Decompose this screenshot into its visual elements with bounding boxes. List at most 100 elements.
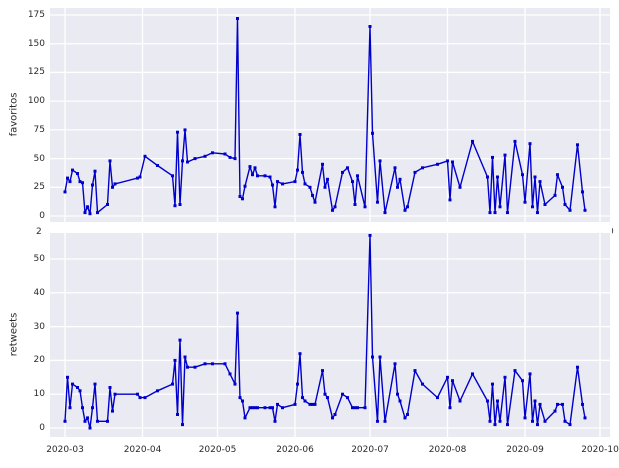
data-point-marker: [404, 416, 407, 419]
data-point-marker: [86, 205, 89, 208]
data-point-marker: [396, 393, 399, 396]
data-point-marker: [251, 173, 254, 176]
data-point-marker: [271, 406, 274, 409]
data-point-marker: [561, 403, 564, 406]
data-point-marker: [491, 383, 494, 386]
data-point-marker: [76, 172, 79, 175]
data-point-marker: [244, 185, 247, 188]
figure: favoritos retweets 0255075100125150175 0…: [0, 0, 619, 468]
data-point-marker: [86, 416, 89, 419]
data-point-marker: [471, 372, 474, 375]
data-point-marker: [176, 413, 179, 416]
data-point-marker: [494, 423, 497, 426]
data-point-marker: [184, 128, 187, 131]
data-point-marker: [64, 190, 67, 193]
data-point-marker: [311, 194, 314, 197]
data-point-marker: [276, 403, 279, 406]
data-point-marker: [514, 369, 517, 372]
data-point-marker: [194, 157, 197, 160]
data-point-marker: [264, 406, 267, 409]
data-point-marker: [304, 182, 307, 185]
data-point-marker: [299, 133, 302, 136]
x-tick-label: 2020-09: [497, 444, 553, 456]
data-point-marker: [111, 186, 114, 189]
x-tick-label: 2020-07: [342, 444, 398, 456]
data-point-marker: [299, 352, 302, 355]
data-point-marker: [399, 400, 402, 403]
data-point-marker: [109, 386, 112, 389]
data-point-marker: [84, 211, 87, 214]
data-point-marker: [341, 393, 344, 396]
data-point-marker: [529, 372, 532, 375]
x-tick-label: 2020-05: [190, 444, 246, 456]
data-point-marker: [351, 180, 354, 183]
data-point-marker: [406, 413, 409, 416]
data-point-marker: [506, 211, 509, 214]
data-point-marker: [394, 362, 397, 365]
data-point-marker: [281, 406, 284, 409]
data-point-marker: [584, 209, 587, 212]
data-point-marker: [139, 396, 142, 399]
data-point-marker: [249, 165, 252, 168]
data-point-marker: [354, 203, 357, 206]
data-point-marker: [94, 170, 97, 173]
data-point-marker: [491, 156, 494, 159]
data-point-marker: [211, 151, 214, 154]
data-point-marker: [356, 174, 359, 177]
data-point-marker: [276, 180, 279, 183]
data-point-marker: [256, 406, 259, 409]
data-point-marker: [326, 178, 329, 181]
data-point-marker: [71, 383, 74, 386]
data-point-marker: [271, 184, 274, 187]
data-point-marker: [274, 205, 277, 208]
data-point-marker: [544, 203, 547, 206]
data-point-marker: [156, 389, 159, 392]
data-point-marker: [186, 161, 189, 164]
data-point-marker: [406, 205, 409, 208]
data-point-marker: [236, 17, 239, 20]
data-point-marker: [204, 362, 207, 365]
data-point-marker: [334, 205, 337, 208]
data-point-marker: [346, 396, 349, 399]
data-point-marker: [304, 400, 307, 403]
clipped-tick-fragment-right: 0: [612, 227, 617, 239]
data-point-marker: [564, 203, 567, 206]
data-point-marker: [254, 166, 257, 169]
data-point-marker: [514, 140, 517, 143]
data-point-marker: [229, 156, 232, 159]
data-point-marker: [554, 194, 557, 197]
data-point-marker: [324, 186, 327, 189]
data-point-marker: [421, 166, 424, 169]
data-point-marker: [234, 383, 237, 386]
data-point-marker: [489, 211, 492, 214]
data-point-marker: [114, 393, 117, 396]
data-point-marker: [524, 201, 527, 204]
data-point-marker: [174, 204, 177, 207]
data-point-marker: [504, 376, 507, 379]
data-point-marker: [229, 372, 232, 375]
data-point-marker: [69, 180, 72, 183]
favoritos-plot: [50, 8, 610, 222]
data-point-marker: [534, 400, 537, 403]
data-point-marker: [224, 362, 227, 365]
y-tick-label: 175: [5, 9, 45, 21]
data-point-marker: [459, 400, 462, 403]
data-point-marker: [314, 403, 317, 406]
data-point-marker: [96, 211, 99, 214]
data-point-marker: [569, 423, 572, 426]
data-point-marker: [174, 359, 177, 362]
y-tick-label: 20: [5, 354, 45, 366]
y-tick-label: 40: [5, 287, 45, 299]
data-point-marker: [446, 376, 449, 379]
data-point-marker: [539, 180, 542, 183]
data-point-marker: [379, 356, 382, 359]
x-tick-label: 2020-10: [572, 444, 619, 456]
x-tick-label: 2020-08: [420, 444, 476, 456]
data-point-marker: [421, 383, 424, 386]
data-point-marker: [414, 171, 417, 174]
data-point-marker: [76, 386, 79, 389]
data-point-marker: [144, 155, 147, 158]
x-tick-label: 2020-03: [37, 444, 93, 456]
data-point-marker: [539, 403, 542, 406]
data-point-marker: [179, 339, 182, 342]
